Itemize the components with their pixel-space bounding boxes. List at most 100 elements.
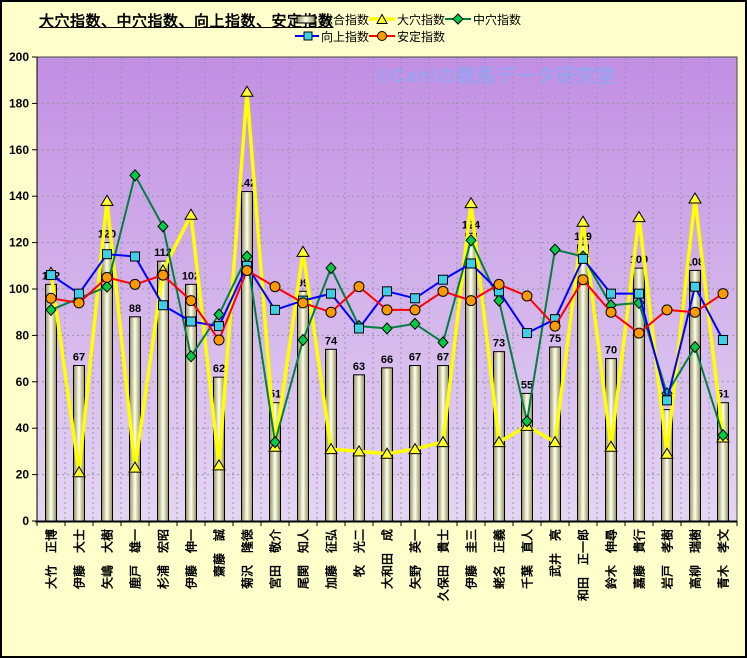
longshot-index-marker	[464, 196, 478, 209]
longshot-index-marker	[492, 435, 506, 448]
mid-longshot-index-marker	[521, 414, 533, 428]
stability-index-marker	[213, 334, 225, 346]
mid-longshot-index-marker	[717, 428, 729, 442]
improvement-index-marker	[46, 270, 56, 281]
y-axis-label: 160	[9, 143, 29, 157]
improvement-index-marker	[382, 286, 392, 297]
improvement-index-marker	[186, 316, 196, 327]
mid-longshot-index-marker	[493, 294, 505, 307]
x-axis-label: 鈴木 伸尋	[604, 529, 619, 589]
longshot-index-marker	[352, 444, 366, 457]
longshot-index-marker	[576, 215, 590, 227]
overall-index-bar	[381, 367, 393, 522]
stability-index-marker	[157, 269, 169, 281]
improvement-index-marker	[130, 251, 140, 262]
legend-label: 大穴指数	[396, 12, 445, 27]
x-axis-label: 菊沢 隆徳	[240, 529, 255, 590]
longshot-index-marker	[660, 447, 674, 459]
longshot-index-marker	[296, 245, 310, 257]
x-axis-label: 和田 正一郎	[576, 529, 591, 602]
bar-value-label: 55	[521, 379, 533, 391]
overall-index-bar	[465, 232, 477, 522]
improvement-index-marker	[718, 335, 728, 346]
stability-index-marker	[129, 278, 141, 290]
legend-item-overall-index: 総合指数	[295, 11, 369, 27]
x-axis-label: 宮田 敬介	[268, 528, 283, 589]
square-marker-icon	[295, 31, 319, 41]
stability-index-marker	[633, 327, 645, 339]
bar-value-label: 88	[129, 303, 141, 315]
x-axis-label: 伊藤 大士	[72, 529, 87, 590]
x-axis-label: 大竹 正博	[44, 529, 59, 589]
improvement-index-marker	[410, 293, 420, 304]
improvement-index-marker	[438, 274, 448, 285]
x-axis-label: 伊藤 伸一	[184, 529, 199, 590]
axes	[32, 56, 738, 526]
stability-index-marker	[577, 274, 589, 286]
x-axis-label: 加藤 征弘	[324, 529, 339, 590]
mid-longshot-index-marker	[213, 308, 225, 321]
y-axis-label: 120	[9, 236, 29, 250]
stability-index-marker	[269, 281, 281, 293]
bar-value-label: 70	[605, 345, 617, 357]
mid-longshot-index-marker	[381, 322, 393, 335]
y-axis-label: 0	[22, 514, 29, 528]
longshot-index-marker	[184, 208, 198, 220]
x-axis-label: 矢嶋 大樹	[100, 529, 115, 589]
bar-value-label: 73	[493, 338, 505, 350]
legend-item-mid-longshot-index: 中穴指数	[445, 11, 531, 27]
improvement-index-marker	[690, 281, 700, 292]
overall-index-bar	[45, 283, 57, 522]
stability-index-marker	[297, 297, 309, 309]
stability-index-marker	[605, 306, 617, 318]
mid-longshot-index-marker	[689, 340, 701, 354]
stability-index-marker	[101, 271, 113, 283]
x-axis-label: 尾関 知人	[296, 528, 311, 589]
bar-value-label: 119	[574, 231, 592, 243]
x-axis-label: 千葉 直人	[520, 528, 535, 589]
longshot-index-marker	[688, 192, 702, 204]
longshot-index-series	[44, 85, 730, 478]
longshot-index-marker	[100, 194, 114, 206]
stability-index-marker	[689, 306, 701, 318]
stability-index-marker	[325, 306, 337, 318]
circle-marker-icon	[369, 31, 395, 41]
improvement-index-marker	[578, 253, 588, 264]
x-axis-label: 武井 亮	[548, 529, 563, 577]
longshot-index-marker	[240, 85, 254, 97]
bar-value-label: 67	[409, 352, 421, 364]
stability-index-marker	[521, 290, 533, 302]
bar-value-label: 142	[238, 178, 256, 190]
longshot-index-marker	[324, 442, 338, 455]
longshot-index-marker	[380, 447, 394, 459]
longshot-index-marker	[72, 465, 86, 478]
legend-label: 総合指数	[320, 12, 369, 27]
bar-value-label: 63	[353, 361, 365, 373]
mid-longshot-index-marker	[297, 333, 309, 347]
x-axis-label: 鹿戸 雄一	[128, 529, 143, 589]
legend-label: 安定指数	[396, 29, 445, 44]
legend-label: 中穴指数	[473, 12, 522, 27]
y-axis-label: 140	[9, 189, 29, 203]
improvement-index-marker	[354, 323, 364, 334]
x-axis-label: 牧 光二	[352, 529, 367, 577]
stability-index-marker	[381, 304, 393, 316]
improvement-index-marker	[74, 288, 84, 299]
y-axis-label: 200	[9, 50, 29, 64]
bar-value-label: 74	[325, 335, 338, 347]
improvement-index-marker	[662, 395, 672, 406]
longshot-index-marker	[436, 435, 450, 448]
stability-index-marker	[549, 320, 561, 332]
stability-index-marker	[45, 292, 57, 304]
x-axis-label: 大和田 成	[380, 529, 395, 589]
overall-index-bar	[325, 348, 337, 522]
bar-value-label: 102	[182, 270, 200, 282]
mid-longshot-index-marker	[437, 336, 449, 349]
improvement-index-marker	[634, 288, 644, 299]
x-axis-label: 齋藤 誠	[212, 529, 227, 578]
x-axis-label: 蛯名 正義	[492, 529, 507, 589]
diamond-marker-icon	[445, 13, 471, 25]
longshot-index-marker	[632, 210, 646, 223]
stability-index-marker	[185, 295, 197, 307]
